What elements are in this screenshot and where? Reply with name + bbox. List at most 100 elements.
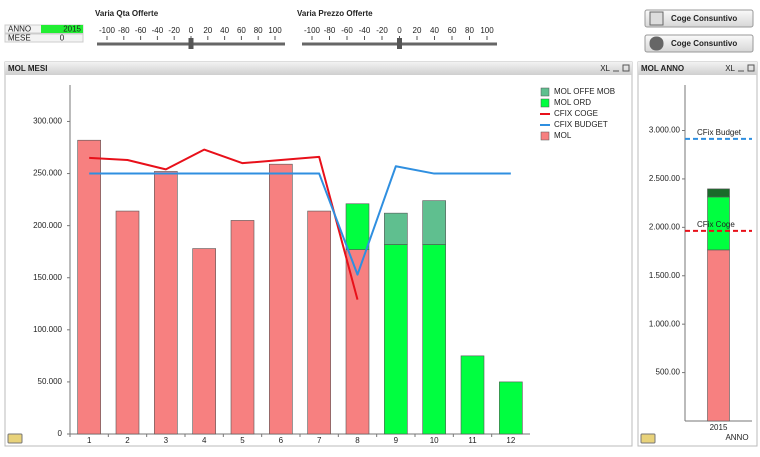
- x-tick-label: 9: [394, 436, 399, 445]
- y-tick-label: 50.000: [38, 377, 63, 386]
- slider-tick-label: -40: [152, 26, 164, 35]
- x-tick-label: 5: [240, 436, 245, 445]
- field-value[interactable]: 2015: [63, 25, 81, 34]
- slider-tick-label: 80: [465, 26, 474, 35]
- button-label[interactable]: Coge Consuntivo: [671, 14, 737, 23]
- x-tick-label: 1: [87, 436, 92, 445]
- y-tick-label: 250.000: [33, 169, 62, 178]
- bar: [460, 355, 485, 435]
- legend-label: MOL: [554, 131, 572, 140]
- y-tick-label: 2.000.00: [649, 222, 681, 231]
- button[interactable]: [644, 9, 754, 28]
- legend-swatch: [540, 131, 550, 141]
- bar: [345, 249, 370, 435]
- slider-tick-label: 100: [268, 26, 282, 35]
- slider-tick-label: -20: [168, 26, 180, 35]
- y-tick-label: 500.00: [656, 368, 681, 377]
- line: [89, 165, 511, 276]
- maximize[interactable]: [622, 64, 630, 72]
- x-tick-label: 11: [468, 436, 477, 445]
- bar: [707, 188, 730, 198]
- bar: [384, 244, 408, 435]
- bar: [345, 203, 370, 250]
- x-tick-label: 7: [317, 436, 322, 445]
- y-tick-label: 1.000.00: [649, 319, 681, 328]
- bar: [422, 200, 446, 245]
- slider-tick-label: 80: [254, 26, 263, 35]
- legend-swatch: [540, 87, 550, 97]
- panel-corner[interactable]: XL: [725, 64, 735, 73]
- slider-tick-label: 40: [220, 26, 229, 35]
- slider-title: Varia Qta Offerte: [95, 9, 159, 18]
- slider-tick-label: -80: [324, 26, 336, 35]
- slider-tick-label: -60: [135, 26, 147, 35]
- slider-tick-label: 100: [480, 26, 494, 35]
- reference-label: CFix Budget: [697, 128, 742, 137]
- slider-tick-label: 40: [430, 26, 439, 35]
- field-value-box[interactable]: [41, 25, 83, 33]
- x-tick-label: 10: [430, 436, 439, 445]
- legend-label: CFIX COGE: [554, 109, 598, 118]
- slider-tick-label: -100: [304, 26, 321, 35]
- slider-tick-label: -40: [359, 26, 371, 35]
- x-tick-label: 8: [355, 436, 360, 445]
- bar: [192, 248, 216, 435]
- button-icon: [649, 11, 664, 26]
- bar: [422, 244, 446, 435]
- bar: [499, 381, 523, 435]
- legend-swatch: [540, 98, 550, 108]
- button[interactable]: [644, 34, 754, 53]
- line: [89, 148, 359, 300]
- slider-tick-label: -100: [99, 26, 116, 35]
- bar: [384, 212, 408, 245]
- maximize[interactable]: [747, 64, 755, 72]
- y-tick-label: 300.000: [33, 117, 62, 126]
- panel-title: MOL MESI: [8, 64, 47, 73]
- panel-corner[interactable]: XL: [600, 64, 610, 73]
- panel: [637, 61, 758, 447]
- bar: [115, 210, 140, 435]
- legend-label: MOL ORD: [554, 98, 591, 107]
- slider-handle[interactable]: [397, 38, 402, 49]
- legend-label: CFIX BUDGET: [554, 120, 608, 129]
- y-tick-label: 1.500.00: [649, 271, 681, 280]
- slider-tick-label: 60: [448, 26, 457, 35]
- field-box: [4, 33, 84, 43]
- reference-label: CFix Coge: [697, 220, 735, 229]
- bar: [77, 139, 101, 435]
- slider-title: Varia Prezzo Offerte: [297, 9, 373, 18]
- x-tick-label: 2015: [710, 423, 728, 432]
- slider-tick-label: 60: [237, 26, 246, 35]
- slider-tick-label: 0: [189, 26, 194, 35]
- field-value[interactable]: 0: [60, 34, 65, 43]
- bar: [230, 220, 255, 435]
- y-tick-label: 0: [58, 429, 63, 438]
- bar: [269, 163, 293, 435]
- button-icon: [649, 36, 664, 51]
- panel-icon[interactable]: [7, 433, 23, 444]
- slider-handle[interactable]: [188, 38, 194, 49]
- panel-title: MOL ANNO: [641, 64, 684, 73]
- panel-header: [5, 62, 632, 75]
- x-tick-label: 12: [506, 436, 515, 445]
- x-tick-label: 3: [164, 436, 169, 445]
- y-tick-label: 150.000: [33, 273, 62, 282]
- panel-header: [638, 62, 757, 75]
- bar: [154, 171, 178, 435]
- x-tick-label: 4: [202, 436, 207, 445]
- bar: [307, 210, 331, 435]
- y-tick-label: 3.000.00: [649, 126, 681, 135]
- x-axis-label: ANNO: [725, 433, 748, 442]
- x-tick-label: 2: [125, 436, 130, 445]
- slider-tick-label: 20: [203, 26, 212, 35]
- field-label: MESE: [8, 34, 31, 43]
- panel-icon[interactable]: [640, 433, 656, 444]
- x-tick-label: 6: [279, 436, 284, 445]
- y-tick-label: 100.000: [33, 325, 62, 334]
- button-label[interactable]: Coge Consuntivo: [671, 39, 737, 48]
- bar: [707, 249, 730, 422]
- slider-tick-label: -80: [118, 26, 130, 35]
- y-tick-label: 200.000: [33, 221, 62, 230]
